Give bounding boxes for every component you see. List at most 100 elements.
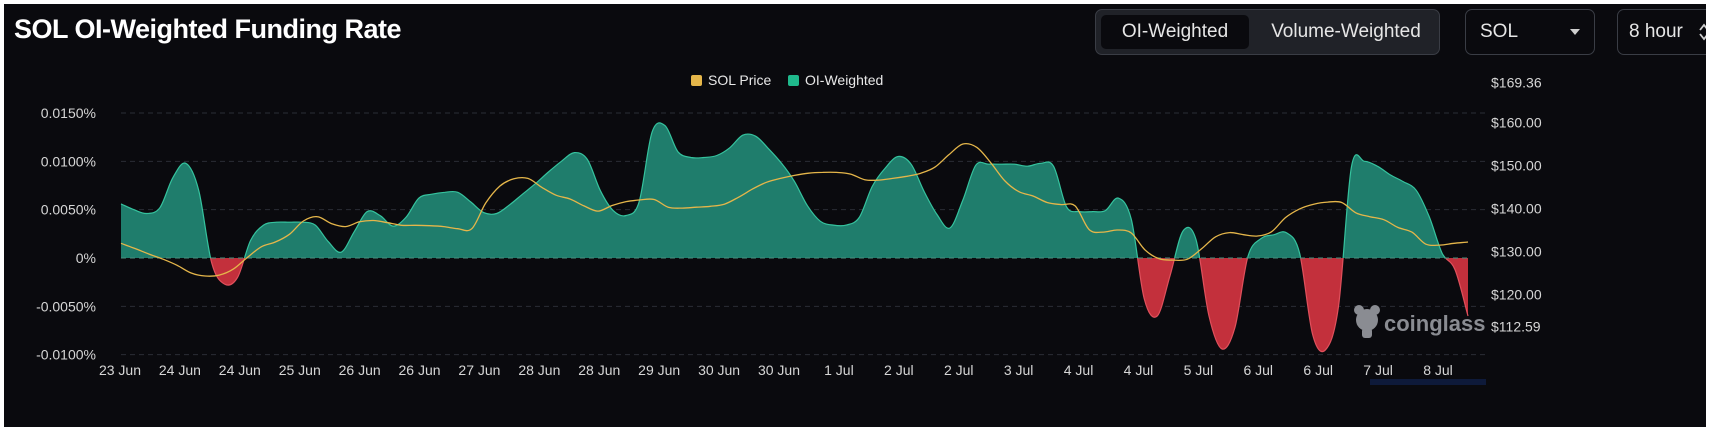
funding-point [871,185,874,188]
price-point [835,171,838,174]
funding-point [197,189,200,192]
price-point [120,242,123,245]
funding-point [366,210,369,213]
funding-point [210,261,213,264]
funding-point [702,156,705,159]
funding-point [443,191,446,194]
price-point [316,215,319,218]
price-point [1270,230,1273,233]
coinglass-watermark: coinglass [1354,305,1485,338]
price-point [540,186,543,189]
price-point [1438,244,1441,247]
x-tick-label: 6 Jul [1303,362,1333,378]
funding-point [910,163,913,166]
funding-point [728,146,731,149]
bottom-strip [0,427,1710,441]
x-tick-label: 2 Jul [884,362,914,378]
price-point [1060,203,1063,206]
y-right-tick-label: $169.36 [1491,74,1542,90]
volume-weighted-tab[interactable]: Volume-Weighted [1271,21,1421,42]
oi-weighted-positive-area [121,122,1468,258]
page-title: SOL OI-Weighted Funding Rate [14,14,402,44]
x-tick-label: 30 Jun [758,362,800,378]
funding-point [1441,252,1444,255]
coin-select[interactable]: SOL [1465,9,1595,55]
legend-swatch [788,75,799,86]
funding-point [1285,231,1288,234]
price-point [246,256,249,259]
funding-point [1324,348,1327,351]
funding-point [534,182,537,185]
funding-point [897,155,900,158]
price-point [1102,231,1105,234]
y-right-tick-label: $150.00 [1491,158,1542,174]
x-tick-label: 26 Jun [399,362,441,378]
funding-point [133,208,136,211]
funding-point [1104,209,1107,212]
x-tick-label: 27 Jun [458,362,500,378]
price-point [765,181,768,184]
funding-point [482,211,485,214]
price-point [597,210,600,213]
funding-point [288,221,291,224]
price-point [1032,195,1035,198]
x-axis-labels: 23 Jun 24 Jun 24 Jun 25 Jun 26 Jun 26 Jun 27 J… [99,362,1453,378]
price-point [218,274,221,277]
price-point [1326,201,1329,204]
price-point [232,268,235,271]
price-point [1382,218,1385,221]
funding-point [1117,197,1120,200]
price-point [933,166,936,169]
y-left-tick-label: 0.0050% [41,202,96,218]
funding-point [469,200,472,203]
price-point [1298,207,1301,210]
funding-point [1337,305,1340,308]
funding-point [1208,315,1211,318]
funding-point [223,283,226,286]
legend: SOL Price OI-Weighted [691,72,883,88]
coinglass-logo-icon [1354,305,1380,338]
funding-point [676,150,679,153]
funding-point [171,176,174,179]
price-point [1214,235,1217,238]
funding-point [1454,268,1457,271]
funding-point [1026,165,1029,168]
interval-select[interactable]: 8 hour [1617,9,1706,55]
funding-point [1156,315,1159,318]
price-point [260,245,263,248]
price-point [204,275,207,278]
funding-point [1143,297,1146,300]
funding-point [1195,238,1198,241]
price-point [274,241,277,244]
price-point [1228,231,1231,234]
x-tick-label: 8 Jul [1423,362,1453,378]
price-point [947,153,950,156]
funding-point [560,160,563,163]
price-point [1186,258,1189,261]
y-right-tick-label: $120.00 [1491,287,1542,303]
price-point [442,225,445,228]
price-point [484,201,487,204]
chart-panel: SOL OI-Weighted Funding Rate OI-Weighted… [4,4,1706,435]
price-point [1424,243,1427,246]
price-point [989,161,992,164]
oi-weighted-tab[interactable]: OI-Weighted [1101,15,1249,49]
price-point [751,188,754,191]
price-point [1396,226,1399,229]
funding-point [340,251,343,254]
price-point [737,196,740,199]
funding-point [845,224,848,227]
price-point [779,177,782,180]
funding-point [1298,252,1301,255]
y-left-tick-label: 0.0150% [41,105,96,121]
price-point [386,221,389,224]
price-point [1354,211,1357,214]
price-point [1144,249,1147,252]
funding-point [236,276,239,279]
price-point [821,171,824,174]
funding-point [120,202,123,205]
price-point [372,219,375,222]
weighting-toggle: OI-Weighted Volume-Weighted [1095,9,1440,55]
price-point [1018,190,1021,193]
coin-select-value: SOL [1480,21,1519,42]
